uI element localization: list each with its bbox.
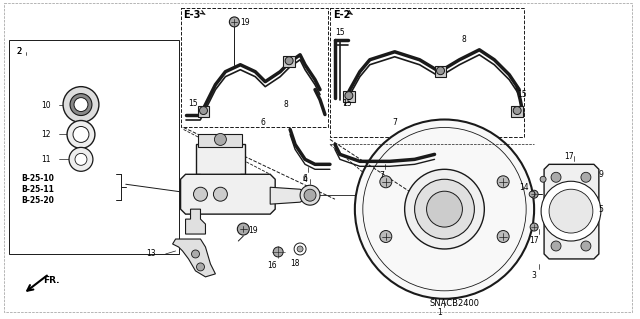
Polygon shape <box>544 164 599 259</box>
Circle shape <box>345 92 353 100</box>
Bar <box>283 56 295 67</box>
Circle shape <box>213 187 227 201</box>
Circle shape <box>237 223 250 235</box>
Text: 7: 7 <box>392 117 397 127</box>
Circle shape <box>75 153 87 165</box>
Circle shape <box>551 241 561 251</box>
Circle shape <box>285 57 293 65</box>
Text: 5: 5 <box>599 205 604 214</box>
Circle shape <box>196 263 204 271</box>
Text: 6: 6 <box>303 174 307 183</box>
Polygon shape <box>198 134 243 147</box>
Circle shape <box>200 107 207 115</box>
Text: 15: 15 <box>342 99 351 108</box>
Circle shape <box>297 246 303 252</box>
Text: 7: 7 <box>380 171 384 180</box>
Text: 2: 2 <box>16 47 22 56</box>
Text: 9: 9 <box>599 170 604 179</box>
Circle shape <box>69 147 93 171</box>
Text: 19: 19 <box>248 226 258 235</box>
Circle shape <box>380 176 392 188</box>
Circle shape <box>541 181 601 241</box>
Circle shape <box>380 231 392 242</box>
Circle shape <box>304 189 316 201</box>
Text: 13: 13 <box>146 249 156 258</box>
Text: FR.: FR. <box>43 276 60 285</box>
Circle shape <box>530 190 538 198</box>
Polygon shape <box>270 187 305 204</box>
Circle shape <box>70 93 92 115</box>
Circle shape <box>273 247 283 257</box>
Text: 15: 15 <box>188 99 197 108</box>
Circle shape <box>529 191 535 197</box>
Text: SNACB2400: SNACB2400 <box>429 299 479 308</box>
Circle shape <box>193 187 207 201</box>
Circle shape <box>404 169 484 249</box>
Text: B-25-20: B-25-20 <box>21 196 54 205</box>
Bar <box>198 106 209 116</box>
Bar <box>9 40 179 254</box>
Bar <box>330 8 524 137</box>
Text: 3: 3 <box>532 271 536 280</box>
Circle shape <box>581 172 591 182</box>
Text: E-3: E-3 <box>184 10 201 20</box>
Bar <box>343 91 355 101</box>
Bar <box>435 66 447 77</box>
Circle shape <box>540 176 546 182</box>
Text: B-25-11: B-25-11 <box>21 185 54 194</box>
Polygon shape <box>195 145 245 179</box>
Circle shape <box>513 107 521 115</box>
Bar <box>180 8 328 128</box>
Circle shape <box>581 241 591 251</box>
Text: 14: 14 <box>520 183 529 192</box>
Text: 18: 18 <box>291 259 300 268</box>
Circle shape <box>436 67 445 75</box>
Circle shape <box>229 17 239 27</box>
Circle shape <box>415 179 474 239</box>
Circle shape <box>73 126 89 142</box>
Circle shape <box>551 172 561 182</box>
Polygon shape <box>173 239 216 277</box>
Circle shape <box>74 98 88 112</box>
Circle shape <box>497 176 509 188</box>
Text: 6: 6 <box>260 117 266 127</box>
Text: 11: 11 <box>42 155 51 164</box>
Circle shape <box>530 223 538 231</box>
Text: 4: 4 <box>303 175 307 184</box>
Circle shape <box>67 121 95 148</box>
Text: 17: 17 <box>529 236 539 245</box>
Text: 8: 8 <box>461 35 466 44</box>
Text: 10: 10 <box>42 100 51 110</box>
Circle shape <box>300 185 320 205</box>
Text: 12: 12 <box>42 130 51 139</box>
Text: 17: 17 <box>564 152 574 161</box>
Text: 15: 15 <box>335 28 345 37</box>
Bar <box>511 106 523 116</box>
Text: 15: 15 <box>517 90 527 99</box>
Circle shape <box>355 120 534 299</box>
Circle shape <box>427 191 463 227</box>
Text: 2: 2 <box>16 47 22 56</box>
Circle shape <box>191 250 200 258</box>
Circle shape <box>549 189 593 233</box>
Circle shape <box>63 87 99 122</box>
Text: 1: 1 <box>437 308 442 317</box>
Text: B-25-10: B-25-10 <box>21 174 54 183</box>
Circle shape <box>214 133 227 145</box>
Text: 16: 16 <box>268 261 277 270</box>
Polygon shape <box>186 209 205 234</box>
Text: E-2: E-2 <box>333 10 350 20</box>
Text: 8: 8 <box>283 100 288 108</box>
Circle shape <box>497 231 509 242</box>
Text: 19: 19 <box>241 18 250 27</box>
Polygon shape <box>180 174 275 214</box>
